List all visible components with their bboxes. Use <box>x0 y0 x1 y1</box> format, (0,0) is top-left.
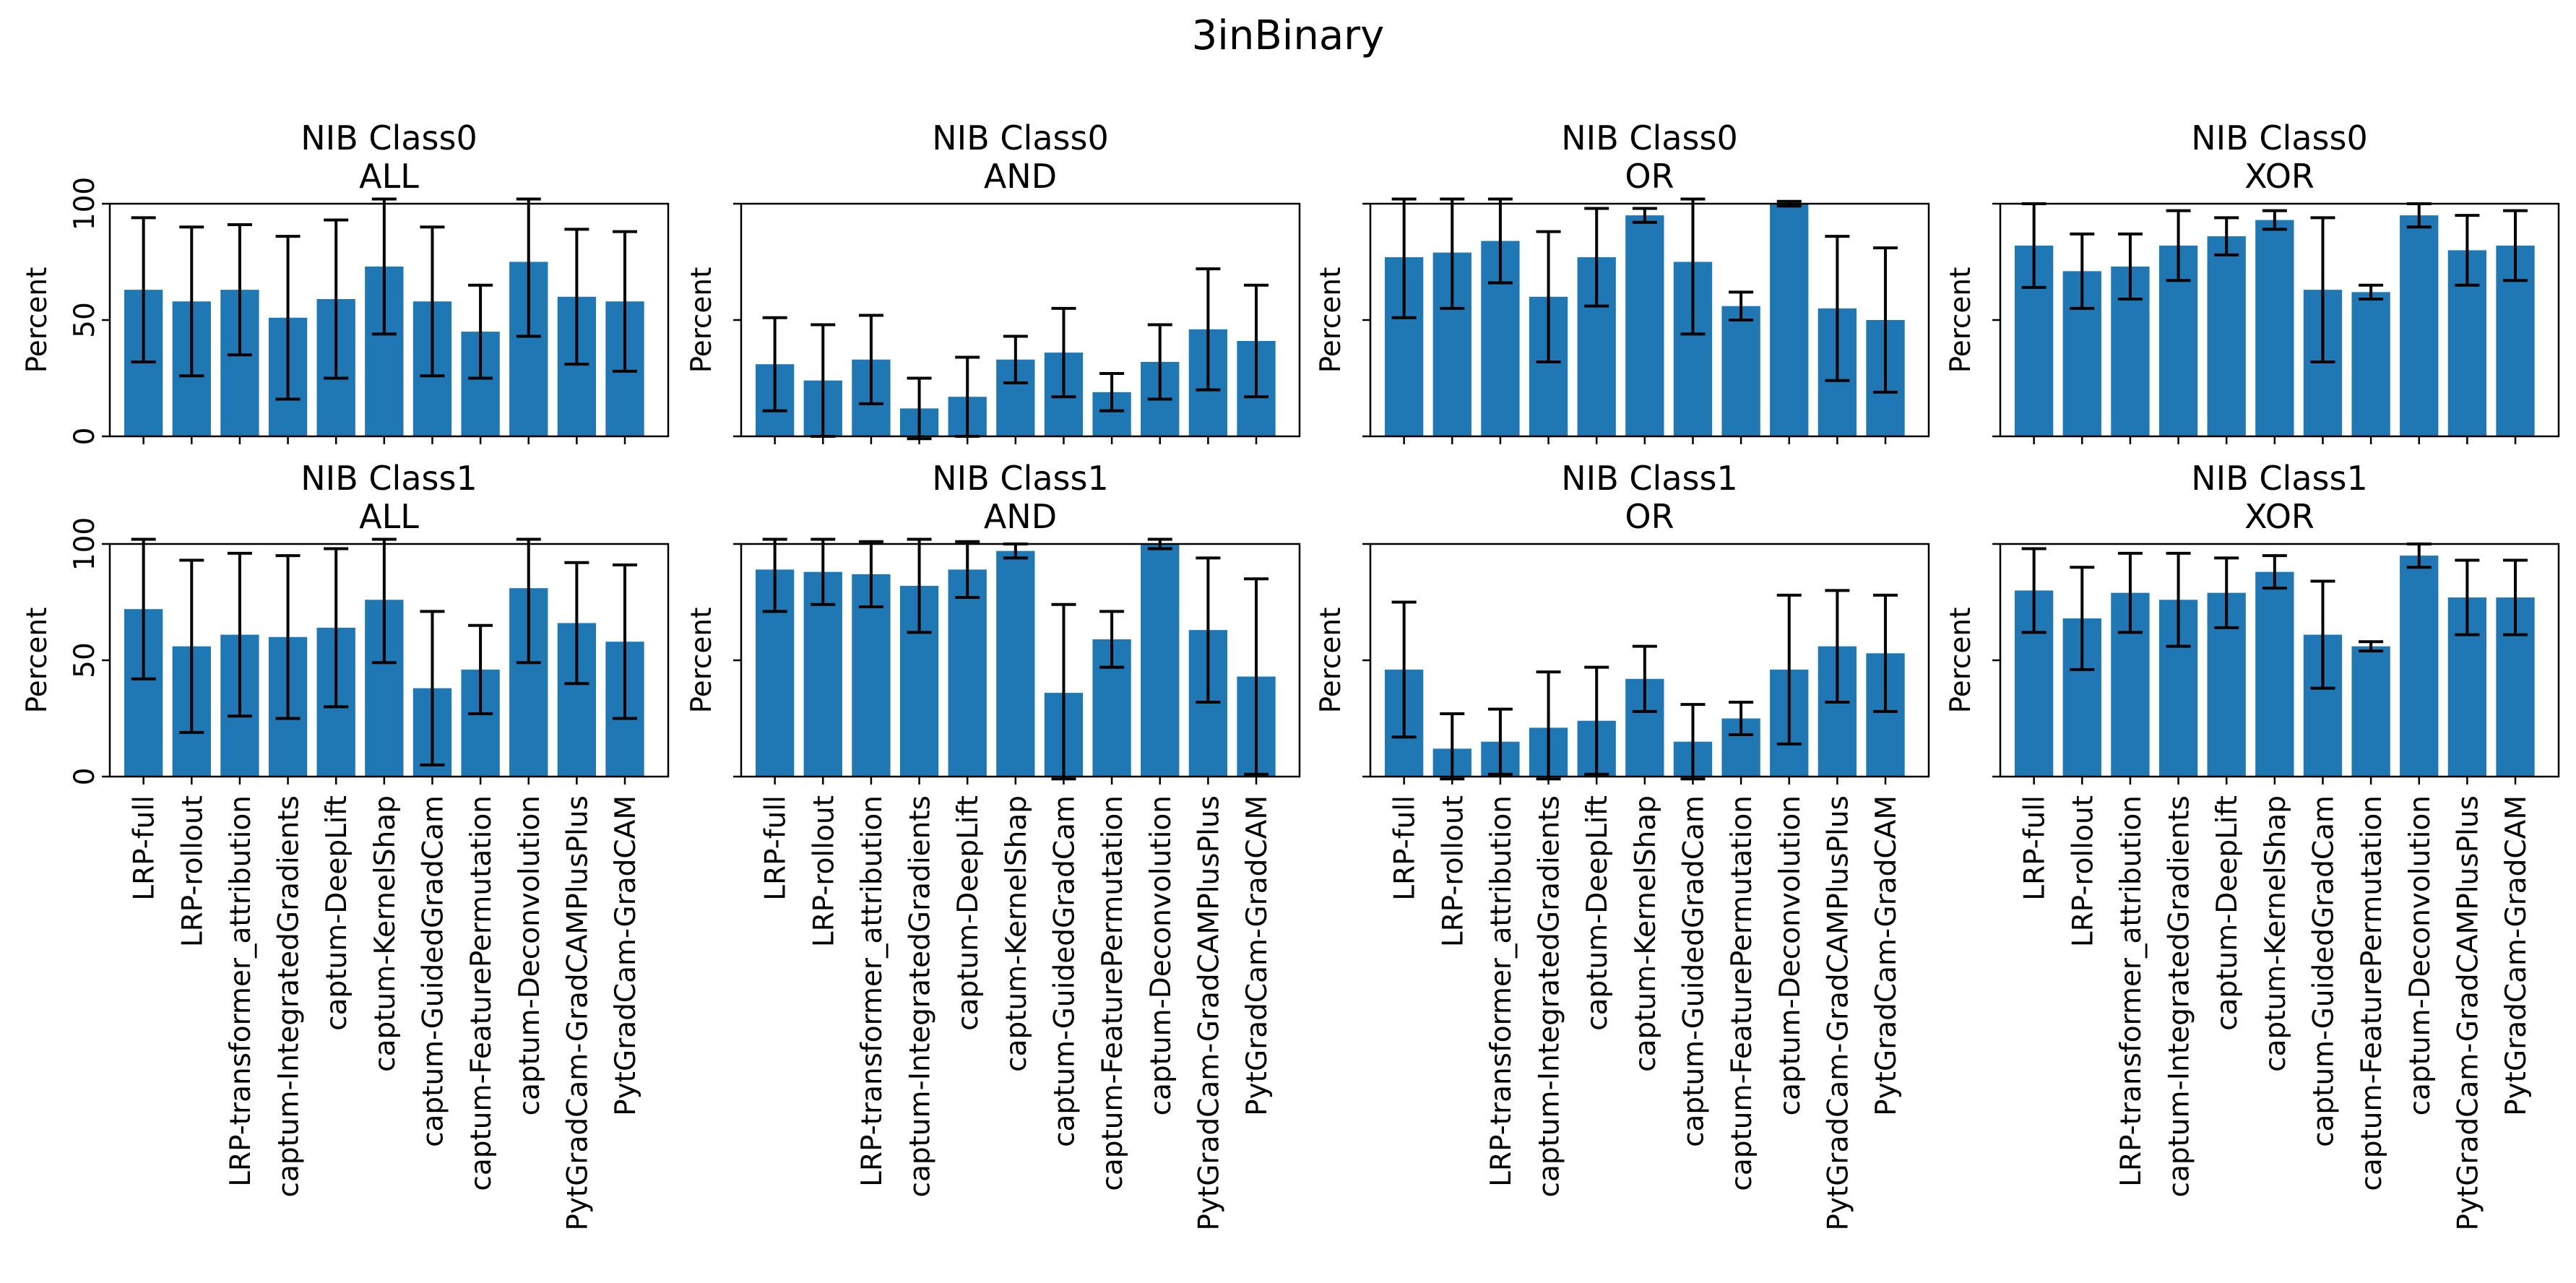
x-tick-label: PytGradCam-GradCAMPlusPlus <box>2452 795 2484 1231</box>
panel-title-line2: ALL <box>359 157 419 196</box>
bar <box>1141 544 1180 777</box>
y-axis-label: Percent <box>21 267 53 373</box>
panel-title-line2: XOR <box>2244 497 2314 536</box>
x-tick-label: LRP-rollout <box>176 795 209 947</box>
bar <box>803 571 842 777</box>
x-tick-label: PytGradCam-GradCAM <box>610 795 642 1116</box>
x-tick-label: captum-IntegratedGradients <box>2164 795 2196 1197</box>
x-tick-label: captum-DeepLift <box>952 795 985 1031</box>
bar <box>948 569 987 777</box>
panel-title-line2: OR <box>1625 157 1674 196</box>
x-tick-label: PytGradCam-GradCAM <box>2500 795 2533 1116</box>
bar <box>1721 306 1760 436</box>
y-axis-label: Percent <box>1315 608 1347 714</box>
x-tick-label: captum-GuidedGradCam <box>1048 795 1081 1147</box>
panel-title-line2: AND <box>984 157 1057 196</box>
y-tick-label: 0 <box>69 428 101 446</box>
x-tick-label: LRP-rollout <box>2067 795 2099 947</box>
panel-title-line1: NIB Class1 <box>2191 459 2367 498</box>
bar <box>2255 220 2294 436</box>
x-tick-label: captum-FeaturePermutation <box>2356 795 2388 1191</box>
x-tick-label: LRP-rollout <box>1437 795 1469 947</box>
panel-title-line1: NIB Class0 <box>932 118 1108 157</box>
panel-title-line2: OR <box>1625 497 1674 536</box>
x-tick-label: captum-IntegratedGradients <box>904 795 937 1197</box>
panel-title-line1: NIB Class0 <box>2191 118 2367 157</box>
x-tick-label: captum-GuidedGradCam <box>1677 795 1710 1147</box>
x-tick-label: captum-IntegratedGradients <box>273 795 306 1197</box>
x-tick-label: captum-KernelShap <box>2260 795 2292 1072</box>
x-tick-label: PytGradCam-GradCAMPlusPlus <box>1193 795 1225 1231</box>
x-tick-label: captum-DeepLift <box>2211 795 2244 1031</box>
bar <box>2400 215 2439 436</box>
x-tick-label: captum-Deconvolution <box>1145 795 1177 1115</box>
panel-title-line1: NIB Class0 <box>301 118 477 157</box>
y-tick-label: 0 <box>69 768 101 786</box>
x-tick-label: PytGradCam-GradCAMPlusPlus <box>561 795 594 1231</box>
bar <box>1625 215 1664 436</box>
x-tick-label: captum-Deconvolution <box>2404 795 2437 1115</box>
bar <box>2400 556 2439 777</box>
x-tick-label: LRP-full <box>760 795 792 901</box>
x-tick-label: captum-KernelShap <box>1000 795 1033 1072</box>
x-tick-label: LRP-transformer_attribution <box>856 795 889 1187</box>
x-tick-label: captum-FeaturePermutation <box>465 795 498 1191</box>
x-tick-label: captum-GuidedGradCam <box>2307 795 2340 1147</box>
y-tick-label: 100 <box>69 517 101 571</box>
y-tick-label: 100 <box>69 177 101 230</box>
bar <box>2351 292 2390 436</box>
x-tick-label: LRP-transformer_attribution <box>2115 795 2148 1187</box>
panel-title-line2: ALL <box>359 497 419 536</box>
y-tick-label: 50 <box>69 642 101 678</box>
x-tick-label: PytGradCam-GradCAM <box>1241 795 1274 1116</box>
x-tick-label: captum-Deconvolution <box>514 795 546 1115</box>
y-tick-label: 50 <box>69 302 101 338</box>
y-axis-label: Percent <box>1945 608 1977 714</box>
bar <box>2207 236 2246 436</box>
bar <box>2351 646 2390 777</box>
x-tick-label: captum-DeepLift <box>321 795 353 1031</box>
panel-title-line2: XOR <box>2244 157 2314 196</box>
panel-title-line1: NIB Class1 <box>301 459 477 498</box>
panel-title-line1: NIB Class1 <box>1561 459 1737 498</box>
x-tick-label: captum-DeepLift <box>1581 795 1614 1031</box>
x-tick-label: captum-Deconvolution <box>1774 795 1807 1115</box>
x-tick-label: captum-KernelShap <box>1630 795 1662 1072</box>
x-tick-label: captum-FeaturePermutation <box>1097 795 1129 1191</box>
y-axis-label: Percent <box>1315 267 1347 373</box>
panel-title-line2: AND <box>984 497 1057 536</box>
x-tick-label: captum-KernelShap <box>369 795 402 1072</box>
x-tick-label: captum-IntegratedGradients <box>1534 795 1566 1197</box>
y-axis-label: Percent <box>686 267 718 373</box>
figure-title: 3inBinary <box>1192 12 1385 59</box>
x-tick-label: captum-FeaturePermutation <box>1726 795 1758 1191</box>
panel-title-line1: NIB Class1 <box>932 459 1108 498</box>
y-axis-label: Percent <box>1945 267 1977 373</box>
x-tick-label: PytGradCam-GradCAMPlusPlus <box>1822 795 1854 1231</box>
bar <box>996 550 1035 777</box>
x-tick-label: LRP-full <box>2019 795 2052 901</box>
panel-title-line1: NIB Class0 <box>1561 118 1737 157</box>
x-tick-label: LRP-full <box>1389 795 1422 901</box>
x-tick-label: captum-GuidedGradCam <box>417 795 449 1147</box>
x-tick-label: LRP-transformer_attribution <box>1485 795 1518 1187</box>
y-axis-label: Percent <box>21 608 53 714</box>
x-tick-label: LRP-transformer_attribution <box>225 795 257 1187</box>
bar <box>2255 571 2294 777</box>
x-tick-label: LRP-rollout <box>808 795 840 947</box>
x-tick-label: PytGradCam-GradCAM <box>1870 795 1903 1116</box>
x-tick-label: LRP-full <box>129 795 161 901</box>
bar <box>1770 204 1809 436</box>
y-axis-label: Percent <box>686 608 718 714</box>
